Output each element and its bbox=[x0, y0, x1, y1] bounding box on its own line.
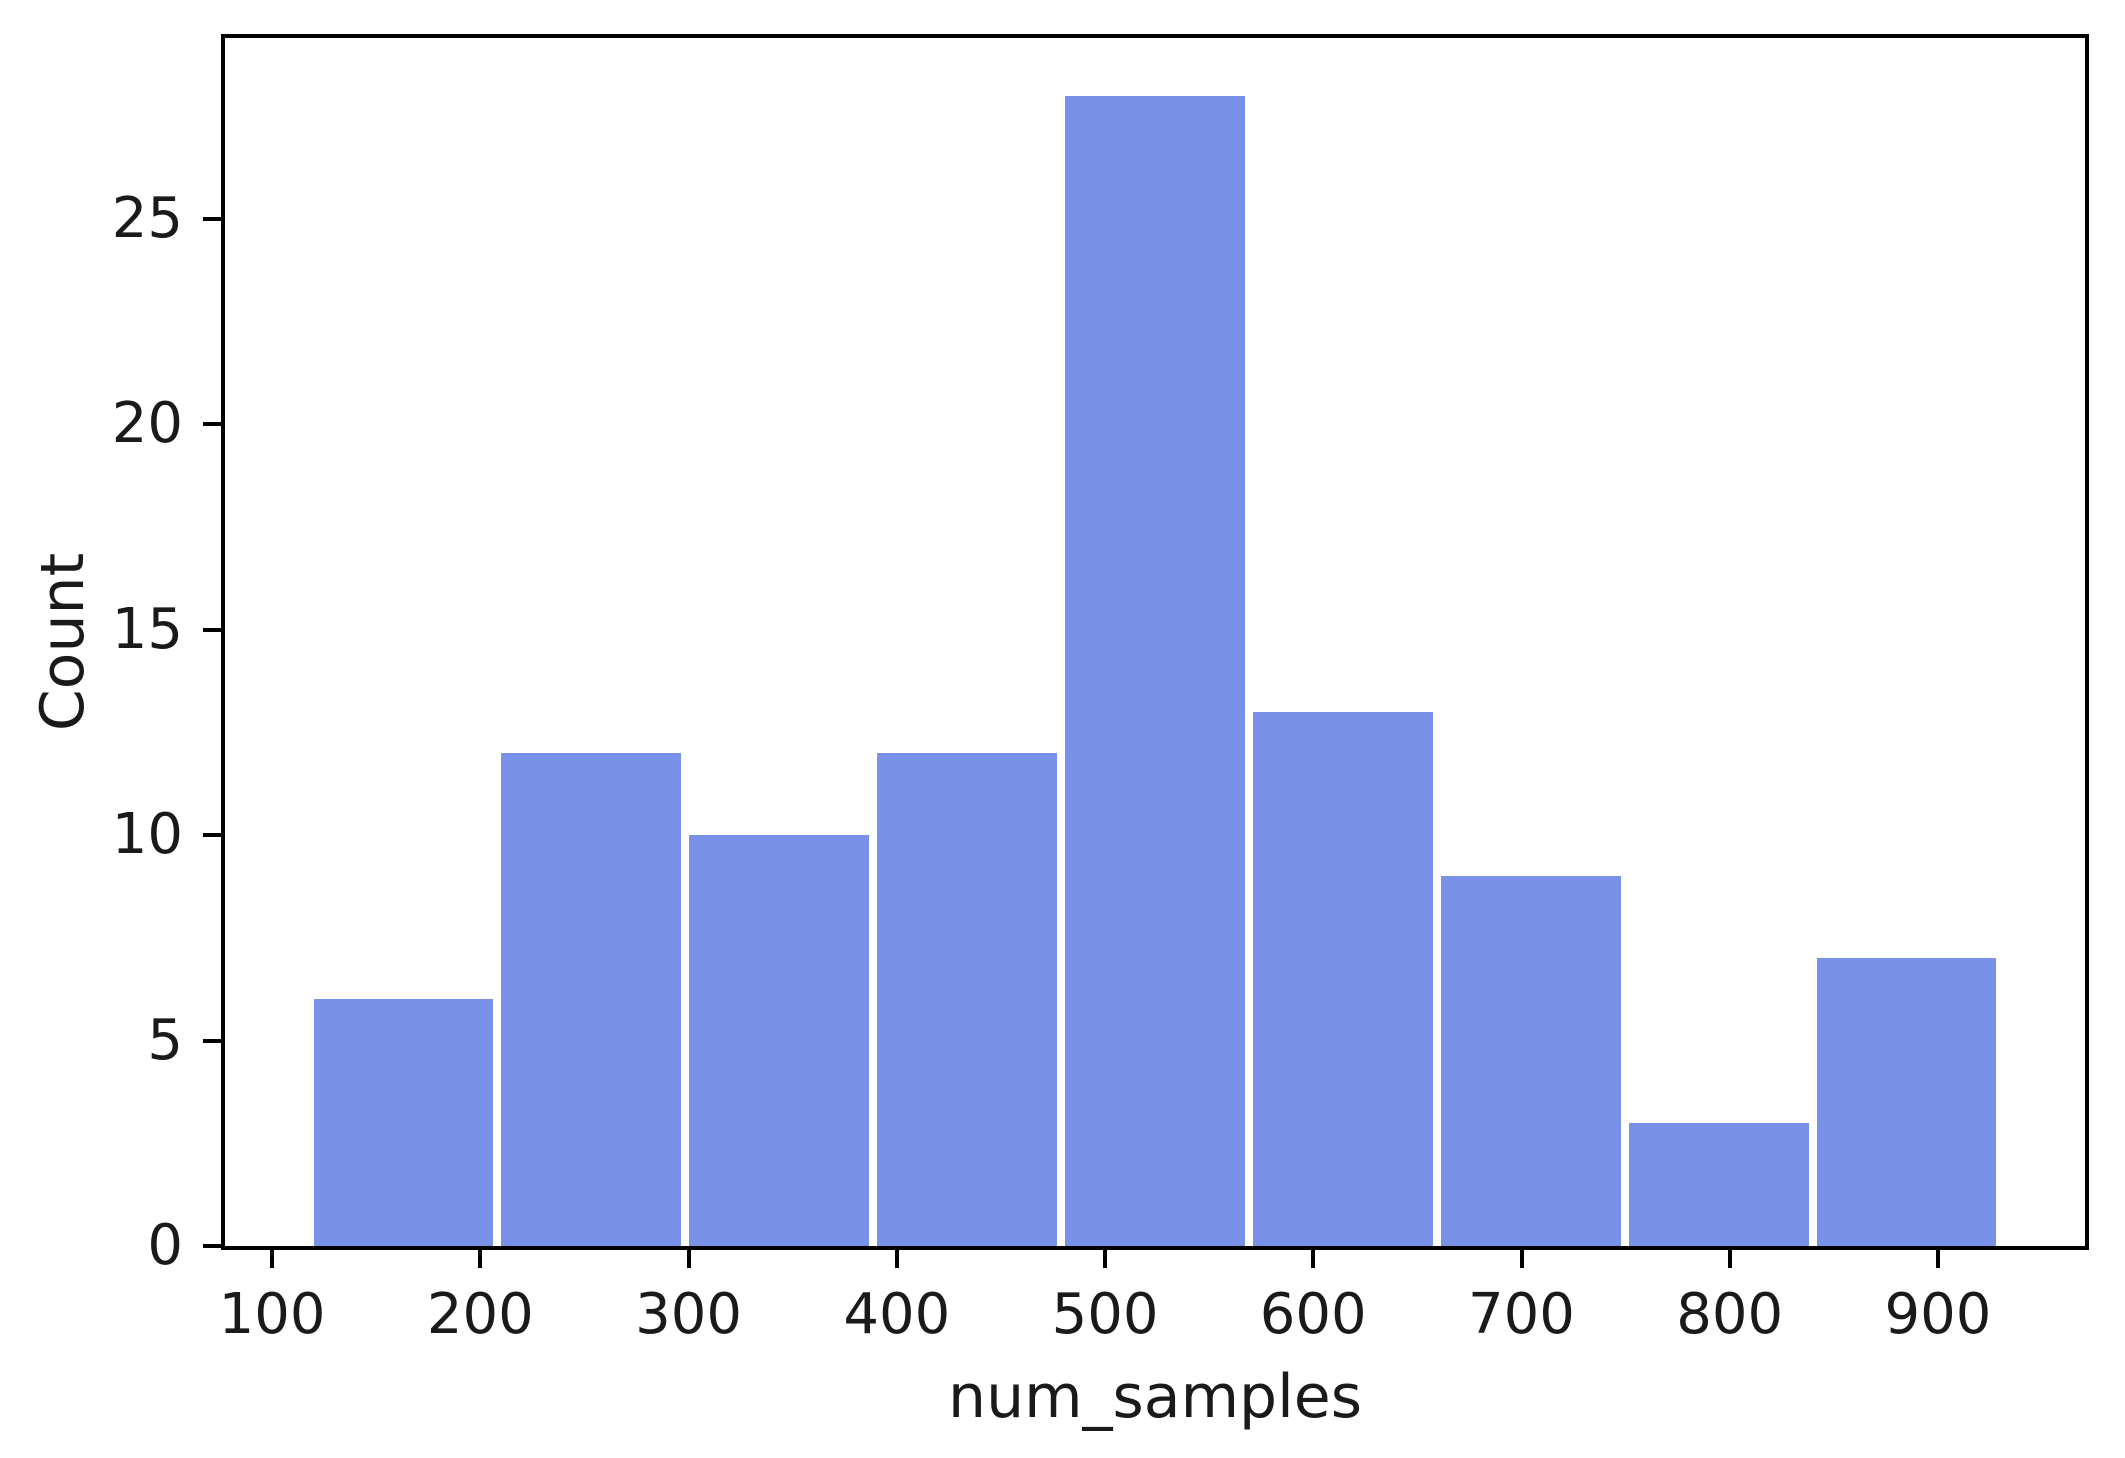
x-tick bbox=[1311, 1250, 1316, 1268]
axis-spine-left bbox=[221, 34, 225, 1250]
y-tick-label: 25 bbox=[111, 185, 183, 251]
x-tick-label: 300 bbox=[635, 1282, 742, 1347]
x-tick-label: 200 bbox=[426, 1282, 534, 1347]
x-tick bbox=[270, 1250, 275, 1268]
x-tick-label: 700 bbox=[1468, 1282, 1575, 1347]
histogram-bar bbox=[1061, 95, 1249, 1246]
histogram-bar bbox=[1624, 1122, 1813, 1246]
y-tick bbox=[203, 627, 221, 632]
x-tick bbox=[1519, 1250, 1524, 1268]
x-tick-label: 800 bbox=[1676, 1282, 1784, 1347]
histogram-bar bbox=[497, 752, 686, 1246]
histogram-bar bbox=[873, 752, 1062, 1246]
y-tick-label: 15 bbox=[111, 596, 183, 662]
y-tick bbox=[203, 422, 221, 427]
x-tick bbox=[894, 1250, 899, 1268]
histogram-bar bbox=[309, 999, 498, 1246]
x-tick bbox=[686, 1250, 691, 1268]
x-tick bbox=[1103, 1250, 1108, 1268]
y-tick bbox=[203, 216, 221, 221]
histogram-bar bbox=[1248, 711, 1437, 1246]
x-tick bbox=[1727, 1250, 1732, 1268]
x-tick bbox=[478, 1250, 483, 1268]
y-tick-label: 10 bbox=[111, 802, 183, 868]
x-tick-label: 400 bbox=[843, 1282, 951, 1347]
axis-spine-top bbox=[221, 34, 2089, 38]
y-tick bbox=[203, 1038, 221, 1043]
y-tick-label: 0 bbox=[147, 1213, 183, 1278]
histogram-bar bbox=[685, 835, 874, 1246]
y-tick bbox=[203, 1244, 221, 1248]
x-tick-label: 500 bbox=[1051, 1282, 1159, 1347]
axis-spine-right bbox=[2085, 34, 2089, 1250]
x-tick bbox=[1935, 1250, 1940, 1268]
axis-spine-bottom bbox=[221, 1246, 2089, 1250]
histogram-bar bbox=[1436, 876, 1625, 1246]
x-axis-label: num_samples bbox=[948, 1362, 1362, 1432]
y-tick bbox=[203, 833, 221, 838]
x-tick-label: 600 bbox=[1259, 1282, 1367, 1347]
histogram-bar bbox=[1812, 958, 2001, 1246]
x-tick-label: 900 bbox=[1884, 1282, 1992, 1347]
y-tick-label: 5 bbox=[147, 1007, 183, 1073]
y-tick-label: 20 bbox=[111, 391, 183, 457]
x-tick-label: 100 bbox=[218, 1282, 326, 1347]
